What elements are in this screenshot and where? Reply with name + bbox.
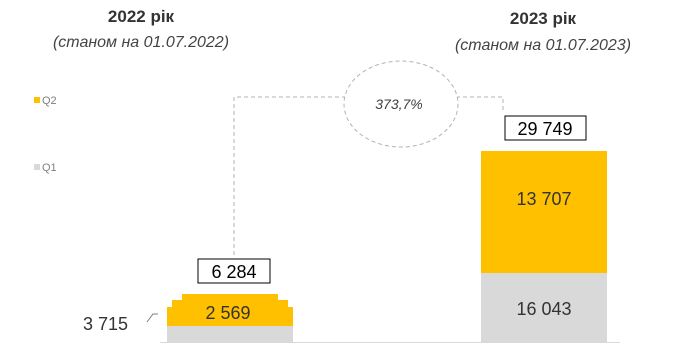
legend-label-q2: Q2	[42, 95, 57, 107]
bar-2023: 13 707 16 043	[481, 151, 607, 343]
growth-connector-line-right	[456, 96, 504, 112]
bar-2023-q1-label: 16 043	[516, 299, 571, 319]
bar-2022-q2-top	[182, 294, 278, 300]
total-box-2023	[504, 115, 587, 141]
category-subtitle-2022: (станом на 01.07.2022)	[53, 34, 229, 51]
legend-label-q1: Q1	[42, 162, 57, 174]
bar-2022-q2-label: 2 569	[205, 303, 250, 323]
bar-2022-q1	[167, 326, 293, 343]
bar-2023-q1	[481, 273, 607, 343]
growth-bubble	[343, 60, 459, 148]
total-label-2023: 29 749	[517, 119, 572, 139]
category-title-2023: 2023 рік	[510, 9, 577, 28]
legend: Q2 Q1	[34, 95, 57, 174]
bar-2022-q1-leader	[146, 313, 158, 323]
bar-2023-q2-label: 13 707	[516, 189, 571, 209]
total-label-2022: 6 284	[211, 262, 256, 282]
bar-2022: 2 569	[167, 294, 293, 343]
legend-swatch-q2	[34, 97, 40, 103]
growth-connector: 373,7%	[233, 60, 504, 255]
bar-2023-q2	[481, 151, 607, 273]
bar-2022-q2-bottom	[167, 307, 293, 326]
category-title-2022: 2022 рік	[108, 7, 175, 26]
legend-swatch-q1	[34, 164, 40, 170]
growth-connector-line	[233, 96, 346, 255]
bar-2022-q2-mid	[172, 300, 288, 307]
growth-label: 373,7%	[375, 96, 422, 112]
bar-2022-q1-label: 3 715	[83, 314, 128, 334]
category-subtitle-2023: (станом на 01.07.2023)	[455, 37, 631, 54]
total-box-2022	[197, 258, 271, 284]
